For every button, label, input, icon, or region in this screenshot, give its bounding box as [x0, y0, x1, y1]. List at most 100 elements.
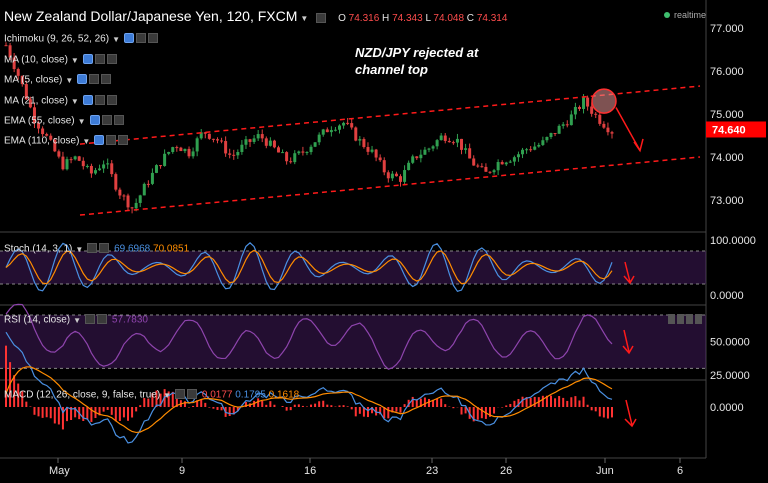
rsi-legend[interactable]: RSI (14, close) ▼ 57.7830 [4, 314, 148, 327]
settings-icon[interactable] [135, 33, 146, 44]
macd-signal-line [5, 366, 613, 434]
indicator-label: MA (10, close) [4, 54, 68, 66]
indicator-ema55[interactable]: EMA (55, close) ▼ [4, 115, 126, 128]
candle-body [276, 147, 280, 153]
close-icon[interactable] [113, 115, 124, 126]
candle-body [195, 138, 199, 152]
candle-body [203, 132, 207, 134]
down-arrow-line [615, 107, 641, 151]
candle-body [199, 132, 203, 139]
macd-legend[interactable]: MACD (12, 26, close, 9, false, true) ▼ 0.… [4, 389, 299, 402]
price-axis-tick-label: 75.000 [710, 109, 744, 121]
candle-body [500, 162, 504, 165]
candle-body [171, 147, 175, 153]
rsi-band [0, 315, 706, 369]
chevron-down-icon[interactable]: ▼ [65, 75, 74, 85]
settings-icon[interactable] [85, 314, 96, 325]
eye-icon[interactable] [94, 135, 105, 146]
stoch-legend[interactable]: Stoch (14, 3, 1) ▼ 69.6968 70.0851 [4, 243, 189, 256]
indicator-ichimoku[interactable]: Ichimoku (9, 26, 52, 26) ▼ [4, 33, 160, 46]
candle-body [480, 166, 484, 168]
macd-arrow-line [625, 399, 633, 426]
candle-body [93, 170, 97, 174]
chevron-down-icon[interactable]: ▼ [70, 55, 79, 65]
eye-icon[interactable] [89, 115, 100, 126]
candle-body [370, 149, 374, 152]
candle-body [565, 124, 569, 126]
candle-body [321, 129, 325, 135]
chevron-down-icon[interactable]: ▼ [112, 34, 120, 44]
close-icon[interactable] [187, 389, 198, 400]
settings-icon[interactable] [94, 95, 105, 106]
settings-icon[interactable] [94, 54, 105, 65]
indicator-ema110[interactable]: EMA (110, close) ▼ [4, 135, 130, 148]
close-icon[interactable] [147, 33, 158, 44]
close-icon[interactable] [97, 314, 108, 325]
indicator-ma5[interactable]: MA (5, close) ▼ [4, 74, 113, 87]
candle-body [512, 157, 516, 162]
candle-body [390, 173, 394, 179]
candle-body [484, 166, 488, 172]
chevron-down-icon[interactable]: ▼ [163, 390, 172, 400]
candle-body [81, 160, 85, 167]
close-icon[interactable] [101, 74, 112, 85]
chevron-down-icon[interactable]: ▼ [300, 14, 309, 23]
candle-body [175, 147, 179, 149]
settings-icon[interactable] [101, 115, 112, 126]
close-icon[interactable] [106, 54, 117, 65]
candle-body [492, 170, 496, 173]
candle-body [419, 154, 423, 159]
eye-icon[interactable] [123, 33, 134, 44]
candle-body [207, 133, 211, 139]
settings-icon[interactable] [175, 389, 186, 400]
rejection-highlight [591, 88, 617, 114]
settings-icon[interactable] [316, 13, 327, 24]
chevron-down-icon[interactable]: ▼ [70, 96, 79, 106]
chevron-down-icon[interactable]: ▼ [77, 116, 86, 126]
candle-body [561, 124, 565, 126]
candle-body [28, 99, 32, 108]
close-label: C [466, 13, 475, 24]
price-axis-tick-label: 76.000 [710, 66, 744, 78]
macd-axis-label: 0.0000 [710, 402, 744, 414]
rsi-line [5, 303, 613, 370]
settings-icon[interactable] [106, 135, 117, 146]
chevron-down-icon[interactable]: ▼ [75, 244, 84, 254]
candle-body [118, 189, 122, 196]
time-axis-label: 16 [304, 465, 316, 477]
candle-body [268, 140, 272, 146]
indicator-label: MA (21, close) [4, 95, 68, 107]
close-icon[interactable] [106, 95, 117, 106]
candle-body [464, 148, 468, 150]
settings-icon[interactable] [89, 74, 100, 85]
candle-body [102, 164, 106, 169]
eye-icon[interactable] [82, 95, 93, 106]
candle-body [114, 174, 118, 190]
eye-icon[interactable] [82, 54, 93, 65]
indicator-ma10[interactable]: MA (10, close) ▼ [4, 54, 119, 67]
chart-title-bar[interactable]: New Zealand Dollar/Japanese Yen, 120, FX… [4, 9, 507, 25]
close-icon[interactable] [118, 135, 129, 146]
candle-body [472, 158, 476, 166]
candle-body [541, 140, 545, 145]
chevron-down-icon[interactable]: ▼ [82, 136, 91, 146]
candle-body [297, 151, 301, 154]
time-axis-label: May [49, 465, 70, 477]
live-dot-icon [664, 12, 670, 18]
candle-body [264, 138, 268, 146]
candle-body [411, 156, 415, 163]
stoch-d-value: 70.0851 [153, 243, 190, 255]
candle-body [77, 156, 81, 161]
title-buttons[interactable] [316, 11, 328, 24]
chevron-down-icon[interactable]: ▼ [73, 315, 82, 325]
candle-body [215, 139, 219, 141]
eye-icon[interactable] [77, 74, 88, 85]
indicator-ma21[interactable]: MA (21, close) ▼ [4, 95, 119, 108]
candle-body [289, 161, 293, 163]
candle-body [16, 69, 20, 76]
candle-body [110, 163, 114, 175]
candle-body [150, 172, 154, 184]
settings-icon[interactable] [87, 243, 98, 254]
close-icon[interactable] [99, 243, 110, 254]
candle-body [301, 151, 305, 153]
